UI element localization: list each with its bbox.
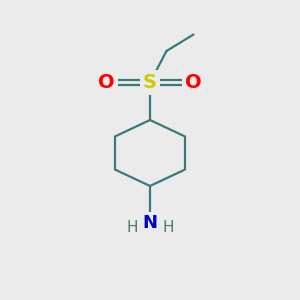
Text: H: H [162, 220, 174, 235]
Text: S: S [143, 73, 157, 92]
Text: O: O [185, 73, 202, 92]
Text: O: O [98, 73, 115, 92]
Text: H: H [126, 220, 138, 235]
Text: N: N [142, 214, 158, 232]
